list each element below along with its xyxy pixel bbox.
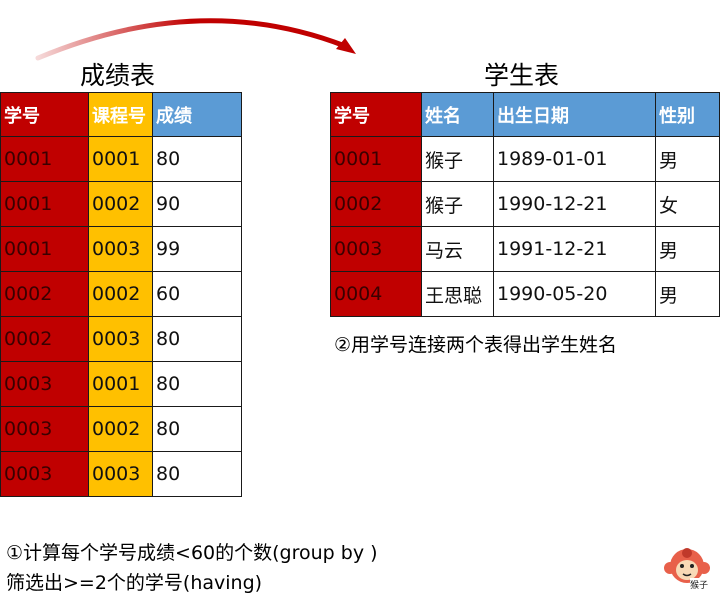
birth-date-cell: 1989-01-01	[493, 136, 656, 182]
table-row: 0001 0002 90	[0, 181, 242, 227]
course-id-cell: 0002	[88, 271, 153, 317]
course-id-cell: 0003	[88, 451, 153, 497]
students-table-title: 学生表	[484, 61, 560, 90]
student-id-cell: 0001	[0, 136, 89, 182]
name-cell: 猴子	[421, 136, 494, 182]
score-cell: 80	[152, 136, 242, 182]
gender-cell: 男	[655, 271, 720, 317]
student-id-cell: 0003	[0, 406, 89, 452]
course-id-cell: 0003	[88, 226, 153, 272]
logo-caption: 猴子	[690, 578, 709, 591]
table-row: 0002 猴子 1990-12-21 女	[330, 181, 720, 227]
table-row: 0003 0002 80	[0, 406, 242, 452]
column-header: 姓名	[421, 92, 494, 137]
table-header-row: 学号 课程号 成绩	[0, 92, 242, 137]
gender-cell: 男	[655, 226, 720, 272]
student-id-cell: 0003	[0, 361, 89, 407]
student-id-cell: 0003	[330, 226, 422, 272]
table-row: 0001 0001 80	[0, 136, 242, 182]
student-id-cell: 0004	[330, 271, 422, 317]
column-header: 学号	[0, 92, 89, 137]
table-row: 0001 猴子 1989-01-01 男	[330, 136, 720, 182]
table-row: 0003 0003 80	[0, 451, 242, 497]
birth-date-cell: 1991-12-21	[493, 226, 656, 272]
column-header: 出生日期	[493, 92, 656, 137]
name-cell: 猴子	[421, 181, 494, 227]
arrowhead-icon	[336, 38, 356, 54]
course-id-cell: 0001	[88, 136, 153, 182]
name-cell: 马云	[421, 226, 494, 272]
birth-date-cell: 1990-12-21	[493, 181, 656, 227]
student-id-cell: 0001	[330, 136, 422, 182]
score-cell: 80	[152, 406, 242, 452]
student-id-cell: 0001	[0, 226, 89, 272]
score-cell: 90	[152, 181, 242, 227]
scores-table: 学号 课程号 成绩 0001 0001 80 0001 0002 90 0001 0003…	[0, 92, 242, 497]
name-cell: 王思聪	[421, 271, 494, 317]
table-row: 0001 0003 99	[0, 226, 242, 272]
table-row: 0004 王思聪 1990-05-20 男	[330, 271, 720, 317]
monkey-logo-icon: 猴子	[662, 544, 712, 594]
course-id-cell: 0001	[88, 361, 153, 407]
student-id-cell: 0003	[0, 451, 89, 497]
step1-note-line2: 筛选出>=2个的学号(having)	[6, 572, 263, 594]
score-cell: 80	[152, 361, 242, 407]
table-row: 0002 0002 60	[0, 271, 242, 317]
birth-date-cell: 1990-05-20	[493, 271, 656, 317]
table-row: 0003 0001 80	[0, 361, 242, 407]
score-cell: 80	[152, 316, 242, 362]
gender-cell: 男	[655, 136, 720, 182]
course-id-cell: 0002	[88, 406, 153, 452]
student-id-cell: 0002	[330, 181, 422, 227]
table-row: 0003 马云 1991-12-21 男	[330, 226, 720, 272]
column-header: 学号	[330, 92, 422, 137]
student-id-cell: 0001	[0, 181, 89, 227]
course-id-cell: 0003	[88, 316, 153, 362]
curved-arrow	[35, 18, 356, 61]
score-cell: 99	[152, 226, 242, 272]
step1-note-line1: ①计算每个学号成绩<60的个数(group by )	[6, 542, 378, 564]
column-header: 成绩	[152, 92, 242, 137]
scores-table-title: 成绩表	[80, 61, 156, 90]
student-id-cell: 0002	[0, 271, 89, 317]
student-id-cell: 0002	[0, 316, 89, 362]
table-header-row: 学号 姓名 出生日期 性别	[330, 92, 720, 137]
course-id-cell: 0002	[88, 181, 153, 227]
column-header: 课程号	[88, 92, 153, 137]
students-table: 学号 姓名 出生日期 性别 0001 猴子 1989-01-01 男 0002 猴子 19…	[330, 92, 720, 317]
column-header: 性别	[655, 92, 720, 137]
step2-note: ②用学号连接两个表得出学生姓名	[334, 334, 618, 356]
gender-cell: 女	[655, 181, 720, 227]
score-cell: 60	[152, 271, 242, 317]
score-cell: 80	[152, 451, 242, 497]
table-row: 0002 0003 80	[0, 316, 242, 362]
